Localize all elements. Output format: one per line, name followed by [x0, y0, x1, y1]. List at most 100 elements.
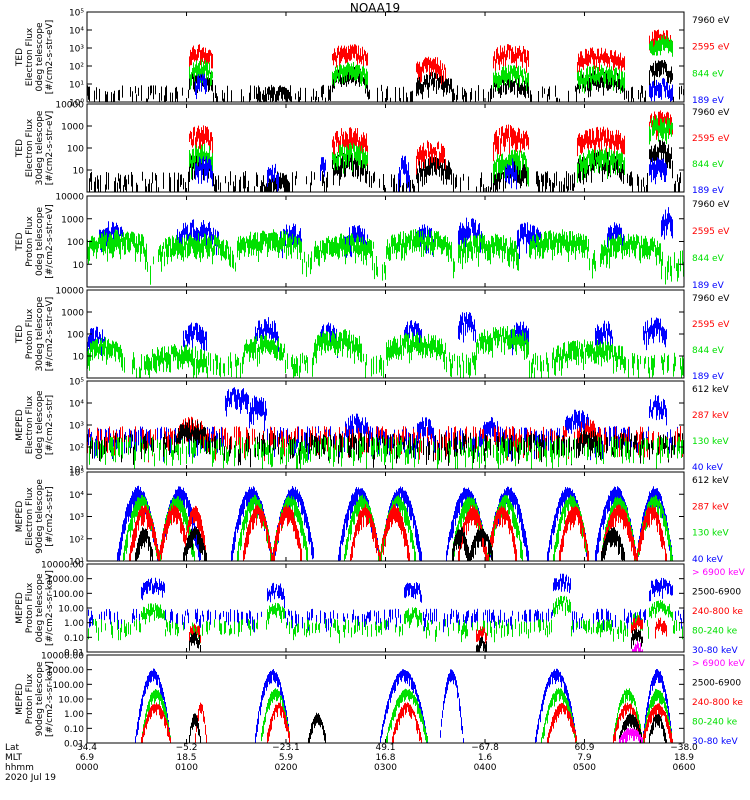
y-axis-label-line: TED	[15, 48, 25, 67]
y-axis-label-line: 30deg telescope	[35, 296, 45, 371]
y-axis-label-line: TED	[15, 139, 25, 158]
y-axis-label-line: MEPED	[15, 592, 25, 624]
legend-entry: > 6900 keV	[692, 568, 746, 578]
x-row-label: MLT	[5, 753, 23, 763]
y-tick-label: 10³	[69, 513, 84, 523]
series-80-240-kev	[141, 687, 673, 743]
legend-entry: 2595 eV	[692, 320, 730, 330]
y-axis-label-line: Electron Flux	[25, 118, 35, 177]
legend-entry: 844 eV	[692, 346, 725, 356]
y-tick-label: 1000	[61, 215, 84, 225]
x-tick-label-mlt: 16.8	[375, 753, 395, 763]
series-189-ev	[195, 73, 673, 102]
y-axis-label: MEPEDProton Flux0deg telescope[#/cm2-s-s…	[15, 570, 55, 646]
y-tick-label: 1000.00	[47, 575, 84, 585]
y-tick-label: 0.10	[64, 725, 84, 735]
y-axis-label-line: Proton Flux	[25, 582, 35, 633]
series-trace	[87, 326, 684, 378]
y-axis-label-line: [#/cm2-s-str-eV]	[45, 20, 55, 95]
legend-entry: 189 eV	[692, 372, 725, 382]
y-tick-label: 100	[67, 145, 84, 155]
legend-entry: 189 eV	[692, 96, 725, 106]
x-tick-label-hhmm: 0500	[573, 763, 596, 773]
x-tick-label-lat: −38.0	[670, 743, 698, 753]
y-axis-label: MEPEDElectron Flux0deg telescope[#/cm2-s…	[15, 390, 55, 460]
y-tick-label: 10²	[69, 444, 84, 454]
y-tick-label: 10²	[69, 535, 84, 545]
x-row-label: 2020 Jul 19	[5, 773, 56, 783]
legend-entry: 30-80 keV	[692, 737, 738, 747]
legend-entry: 240-800 ke	[692, 698, 743, 708]
legend-entry: 40 keV	[692, 555, 724, 565]
legend-entry: 844 eV	[692, 69, 725, 79]
y-axis-label-line: [#/cm2-s-str]	[45, 486, 55, 546]
legend-entry: 287 keV	[692, 502, 729, 512]
panel-frame	[86, 563, 685, 653]
legend-entry: 240-800 ke	[692, 607, 743, 617]
y-tick-label: 100	[67, 238, 84, 248]
y-tick-label: 10¹	[69, 466, 84, 476]
y-tick-label: 100.00	[53, 681, 85, 691]
panel-frame	[86, 289, 685, 379]
legend-entry: 130 keV	[692, 529, 729, 539]
series-trace	[88, 595, 683, 646]
y-tick-label: 10¹	[69, 81, 84, 91]
series-287-kev	[129, 504, 667, 561]
legend-entry: 40 keV	[692, 463, 724, 473]
legend-entry: 287 keV	[692, 411, 729, 421]
y-axis-label: MEPEDElectron Flux90deg telescope[#/cm2-…	[15, 479, 55, 554]
legend-entry: 2595 eV	[692, 43, 730, 53]
series-trace	[135, 526, 625, 561]
y-tick-label: 10000.00	[41, 652, 84, 662]
y-axis-label-line: [#/cm2-s-str-eV]	[45, 204, 55, 279]
x-tick-label-hhmm: 0000	[76, 763, 99, 773]
series-240-800-kev	[189, 615, 667, 645]
series-trace	[141, 702, 673, 743]
x-tick-label-lat: −5.2	[176, 743, 198, 753]
y-tick-label: 10	[73, 167, 85, 177]
panel-4-plot-area	[87, 312, 684, 378]
legend-entry: 189 eV	[692, 281, 725, 291]
y-axis-label-line: 0deg telescope	[35, 22, 45, 92]
y-tick-label: 1000	[61, 309, 84, 319]
legend-entry: 189 eV	[692, 186, 725, 196]
y-axis-label-line: 0deg telescope	[35, 573, 45, 643]
panel-5: 10¹ 10² 10³ 10⁴ 10⁵ MEPEDElectron Flux0deg te…	[15, 378, 729, 476]
legend-entry: 80-240 ke	[692, 718, 738, 728]
y-tick-label: 10000	[55, 287, 84, 297]
legend-entry: 2500-6900	[692, 679, 741, 689]
series--6900-kev	[632, 640, 643, 652]
y-tick-label: 10⁰	[69, 99, 84, 109]
legend-entry: 30-80 keV	[692, 646, 738, 656]
y-axis-label: TEDElectron Flux30deg telescope[#/cm2-s-…	[15, 110, 55, 185]
legend-entry: 7960 eV	[692, 108, 730, 118]
x-tick-label-hhmm: 0600	[673, 763, 696, 773]
x-tick-label-lat: 60.9	[574, 743, 594, 753]
y-tick-label: 1.00	[64, 619, 84, 629]
y-axis-label-line: Electron Flux	[25, 487, 35, 546]
y-tick-label: 10000.00	[41, 561, 84, 571]
legend-entry: 2595 eV	[692, 227, 730, 237]
panel-frame	[86, 654, 685, 744]
x-tick-label-mlt: 1.6	[478, 753, 493, 763]
legend-entry: 130 keV	[692, 437, 729, 447]
panel-1-plot-area	[87, 29, 684, 102]
series--6900-kev	[619, 728, 643, 743]
series-trace	[619, 728, 643, 743]
x-tick-label-hhmm: 0200	[275, 763, 298, 773]
x-tick-label-lat: −67.8	[471, 743, 499, 753]
legend-entry: 844 eV	[692, 160, 725, 170]
series-844-ev	[87, 229, 684, 285]
series-trace	[89, 436, 683, 469]
x-row-label: Lat	[5, 743, 20, 753]
series-trace	[189, 628, 643, 652]
y-tick-label: 1000	[61, 123, 84, 133]
x-tick-label-mlt: 6.9	[80, 753, 95, 763]
x-tick-label-mlt: 5.9	[279, 753, 294, 763]
legend-entry: 80-240 ke	[692, 627, 738, 637]
series-trace	[129, 504, 667, 561]
panel-2-plot-area	[89, 110, 681, 192]
y-tick-label: 10	[73, 261, 85, 271]
